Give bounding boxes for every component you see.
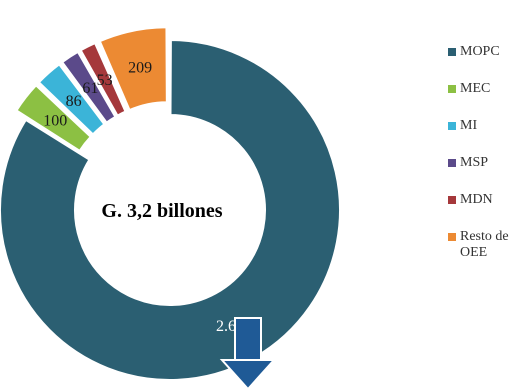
- data-label-mec: 100: [43, 113, 67, 130]
- legend-label: Resto de OEE: [460, 229, 509, 260]
- legend-label: MI: [460, 118, 478, 133]
- legend-item: Resto de OEE: [448, 229, 509, 261]
- legend-item: MSP: [448, 155, 488, 171]
- legend-swatch: [448, 233, 456, 241]
- slice-resto-de: [98, 26, 168, 112]
- legend-label: MDN: [460, 192, 493, 207]
- legend-swatch: [448, 48, 456, 56]
- legend-item: MDN: [448, 192, 493, 208]
- legend-label: MOPC: [460, 44, 500, 59]
- slice-mec: [15, 83, 93, 153]
- slice-mopc: [0, 38, 341, 381]
- legend-swatch: [448, 159, 456, 167]
- legend-swatch: [448, 85, 456, 93]
- down-arrow-icon: [219, 317, 277, 389]
- data-label-msp: 61: [82, 80, 98, 97]
- legend-label: MSP: [460, 155, 489, 170]
- legend-label: MEC: [460, 81, 491, 96]
- data-label-mi: 86: [66, 93, 82, 110]
- slice-mi: [37, 62, 106, 136]
- data-label-mdn: 53: [97, 72, 113, 89]
- legend-swatch: [448, 196, 456, 204]
- data-label-resto-de: 209: [128, 60, 152, 77]
- legend-item: MI: [448, 118, 477, 134]
- slice-msp: [60, 50, 117, 124]
- center-label: G. 3,2 billones: [101, 200, 222, 222]
- legend-swatch: [448, 122, 456, 130]
- legend-item: MOPC: [448, 44, 500, 60]
- slice-mdn: [79, 41, 127, 117]
- legend-item: MEC: [448, 81, 490, 97]
